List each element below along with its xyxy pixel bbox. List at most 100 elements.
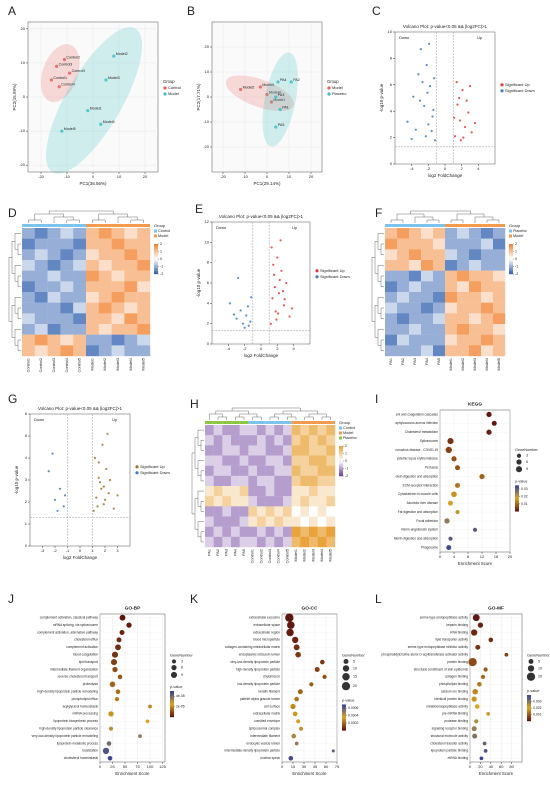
point	[414, 128, 417, 131]
point	[241, 322, 245, 325]
heat-cell	[445, 313, 458, 325]
heat-cell	[265, 435, 275, 446]
colorbar	[509, 257, 513, 260]
colorbar	[509, 260, 513, 263]
heat-cell	[274, 435, 284, 446]
heat-cell	[111, 345, 125, 357]
colorbar	[154, 248, 158, 251]
chart-title: GO-BP	[125, 605, 142, 611]
size-legend-label: 10	[538, 666, 542, 670]
size-legend-label: 20	[538, 675, 542, 679]
heat-cell	[326, 455, 336, 466]
size-legend-label: 3	[181, 659, 183, 663]
panel-label: B	[187, 4, 195, 18]
heat-cell	[385, 302, 398, 314]
point	[232, 313, 236, 316]
bubble	[119, 630, 125, 635]
heat-cell	[317, 445, 327, 456]
size-legend-mark	[526, 672, 536, 681]
x-tick-label: 10	[117, 174, 122, 179]
point-label: Control4	[61, 83, 75, 87]
heat-cell	[257, 506, 266, 517]
y-tick-label: 0	[207, 94, 210, 99]
heat-cell	[47, 281, 61, 293]
group-ellipse	[225, 75, 294, 112]
heat-cell	[47, 292, 61, 303]
heat-cell	[124, 345, 138, 357]
heat-cell	[300, 536, 310, 548]
heat-cell	[481, 334, 494, 346]
point	[278, 278, 281, 282]
point	[258, 85, 262, 89]
colorbar	[509, 272, 513, 275]
colorbar	[342, 716, 346, 718]
heat-cell	[409, 249, 422, 261]
point	[458, 96, 461, 100]
colorbar	[527, 718, 531, 720]
size-legend-mark	[528, 658, 534, 664]
category-label: blood coagulation	[73, 653, 98, 657]
heat-cell	[34, 249, 48, 261]
colorbar	[515, 508, 519, 511]
legend-label: Placebo	[332, 91, 347, 96]
heat-cell	[73, 228, 87, 239]
point	[270, 246, 273, 249]
legend-title: GeneNumber	[515, 448, 539, 452]
column-label: Model5	[329, 549, 333, 561]
heat-cell	[445, 238, 458, 250]
colorbar	[170, 711, 174, 714]
heat-cell	[34, 270, 48, 282]
colorbar	[527, 698, 531, 701]
point	[470, 131, 473, 134]
x-tick-label: 4	[453, 554, 456, 559]
colorbar	[170, 698, 174, 701]
bubble	[446, 545, 452, 551]
x-tick-label: 20	[143, 174, 148, 179]
heat-cell	[22, 238, 35, 250]
point	[272, 273, 276, 276]
heat-cell	[385, 324, 398, 335]
y-tick-label: 4	[25, 455, 28, 460]
group-annotation	[291, 421, 301, 424]
heat-cell	[409, 281, 422, 293]
heat-cell	[265, 486, 275, 497]
heat-cell	[257, 526, 266, 538]
point	[112, 507, 115, 510]
colorbar-label: 0.002	[533, 706, 542, 710]
heat-cell	[481, 238, 494, 250]
point	[95, 496, 98, 499]
heat-cell	[231, 475, 240, 487]
legend-swatch	[500, 89, 504, 93]
bubble	[475, 644, 481, 650]
category-label: lipoprotein biosynthetic process	[54, 719, 99, 723]
heat-cell	[239, 496, 249, 507]
heat-cell	[231, 486, 240, 497]
colorbar	[339, 464, 343, 466]
heat-cell	[445, 260, 458, 271]
heat-cell	[469, 270, 482, 282]
heat-cell	[265, 475, 275, 487]
heat-cell	[124, 281, 138, 293]
x-tick-label: -2	[243, 346, 247, 351]
heat-cell	[86, 238, 99, 250]
heat-cell	[213, 496, 223, 507]
heat-cell	[481, 281, 494, 293]
heat-cell	[213, 526, 223, 538]
heat-cell	[433, 228, 446, 239]
x-tick-label: 25	[110, 764, 115, 769]
heat-cell	[137, 249, 151, 261]
colorbar	[527, 695, 531, 697]
heat-cell	[493, 260, 506, 271]
y-tick-label: 8	[390, 55, 393, 60]
heat-cell	[213, 455, 223, 466]
dendrogram	[235, 416, 245, 420]
heat-cell	[137, 228, 151, 239]
dendrogram	[8, 257, 12, 322]
dendrogram	[374, 241, 378, 274]
point	[269, 100, 273, 104]
point	[271, 297, 274, 300]
heat-cell	[283, 526, 292, 538]
heat-cell	[317, 536, 327, 548]
heat-cell	[385, 260, 398, 271]
heat-cell	[433, 292, 446, 303]
